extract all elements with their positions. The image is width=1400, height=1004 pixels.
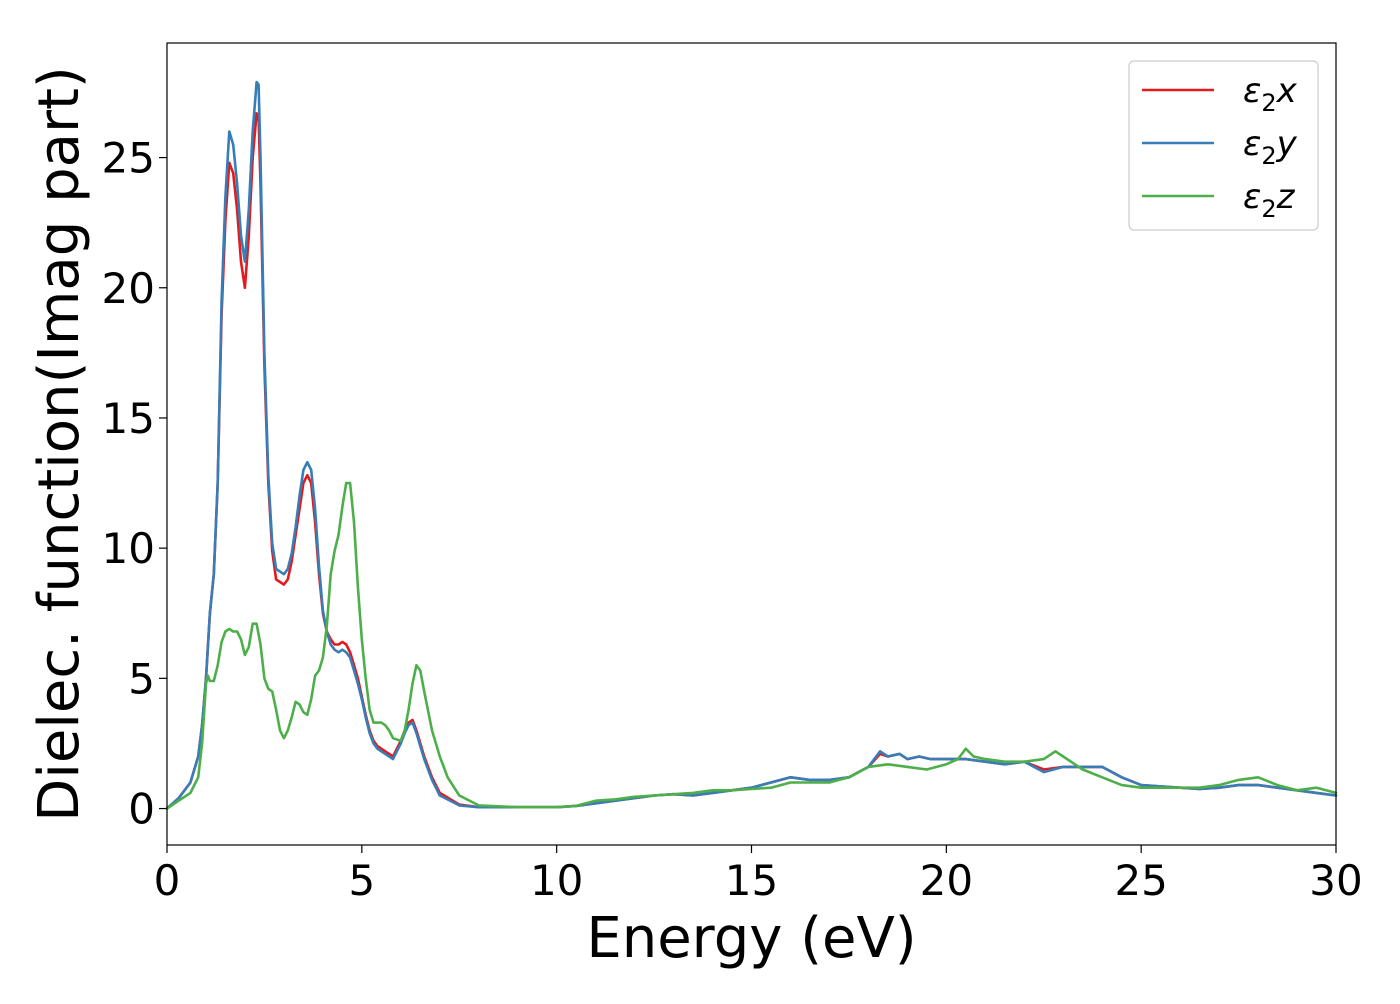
- y-axis: 0 5 10 15 20 25: [102, 134, 167, 834]
- y-tick-label: 20: [102, 264, 155, 313]
- x-tick-label: 5: [348, 856, 375, 905]
- y-tick-label: 10: [102, 524, 155, 573]
- legend-label: ε2x: [1243, 71, 1298, 117]
- y-tick-label: 0: [128, 785, 155, 834]
- legend-label: ε2z: [1243, 177, 1296, 223]
- x-tick-label: 25: [1114, 856, 1167, 905]
- y-tick-label: 25: [102, 134, 155, 183]
- y-tick-label: 5: [128, 654, 155, 703]
- legend-label: ε2y: [1243, 124, 1298, 170]
- y-axis-title: Dielec. function(Imag part): [27, 66, 92, 822]
- x-tick-label: 30: [1309, 856, 1362, 905]
- x-axis: 0 5 10 15 20 25 30: [154, 845, 1363, 905]
- x-tick-label: 0: [154, 856, 181, 905]
- x-tick-label: 10: [530, 856, 583, 905]
- series-line-z: [165, 481, 1338, 810]
- legend-box: [1128, 60, 1319, 231]
- x-tick-label: 20: [920, 856, 973, 905]
- legend: ε2x ε2y ε2z: [1128, 60, 1319, 231]
- x-tick-label: 15: [725, 856, 778, 905]
- y-tick-label: 15: [102, 394, 155, 443]
- x-axis-title: Energy (eV): [586, 906, 916, 971]
- series-layer: [165, 80, 1338, 810]
